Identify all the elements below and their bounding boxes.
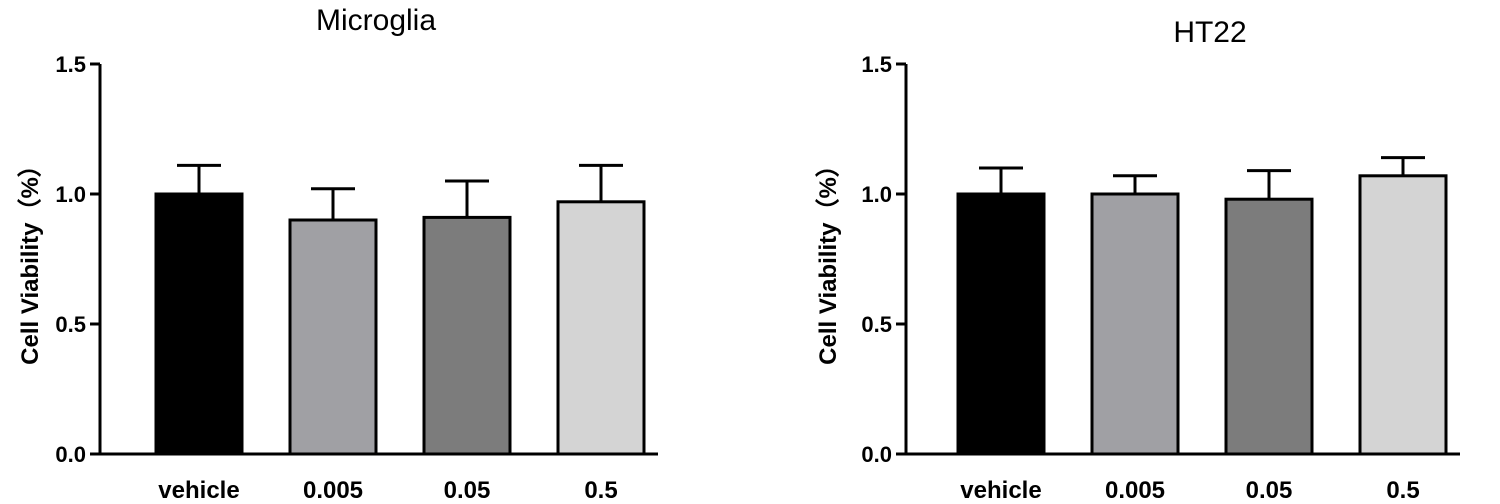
y-tick-label: 1.0 xyxy=(861,182,892,207)
category-label: vehicle xyxy=(960,477,1041,504)
bar-3 xyxy=(556,200,646,456)
bar-2 xyxy=(422,215,512,456)
y-axis-label: Cell Viability（%） xyxy=(17,153,44,365)
bar-0 xyxy=(154,192,244,456)
y-tick-label: 0.0 xyxy=(55,442,86,467)
category-label: 0.05 xyxy=(1246,477,1293,504)
category-label: vehicle xyxy=(158,477,239,504)
y-tick-label: 1.5 xyxy=(55,52,86,77)
bar-1 xyxy=(1090,192,1180,456)
y-axis-label: Cell Viability（%） xyxy=(815,153,842,365)
category-label: 0.05 xyxy=(444,477,491,504)
y-tick-label: 0.0 xyxy=(861,442,892,467)
bar-3 xyxy=(1358,174,1448,456)
category-label: 0.005 xyxy=(1105,477,1165,504)
bar-2 xyxy=(1224,197,1314,456)
chart-title: HT22 xyxy=(1173,16,1246,49)
y-tick-label: 0.5 xyxy=(55,312,86,337)
y-tick-label: 1.0 xyxy=(55,182,86,207)
category-label: 0.5 xyxy=(584,477,617,504)
bar-0 xyxy=(956,192,1046,456)
y-tick-label: 1.5 xyxy=(861,52,892,77)
category-label: 0.5 xyxy=(1386,477,1419,504)
bar-1 xyxy=(288,218,378,456)
category-label: 0.005 xyxy=(303,477,363,504)
y-tick-label: 0.5 xyxy=(861,312,892,337)
chart-title: Microglia xyxy=(316,4,436,37)
